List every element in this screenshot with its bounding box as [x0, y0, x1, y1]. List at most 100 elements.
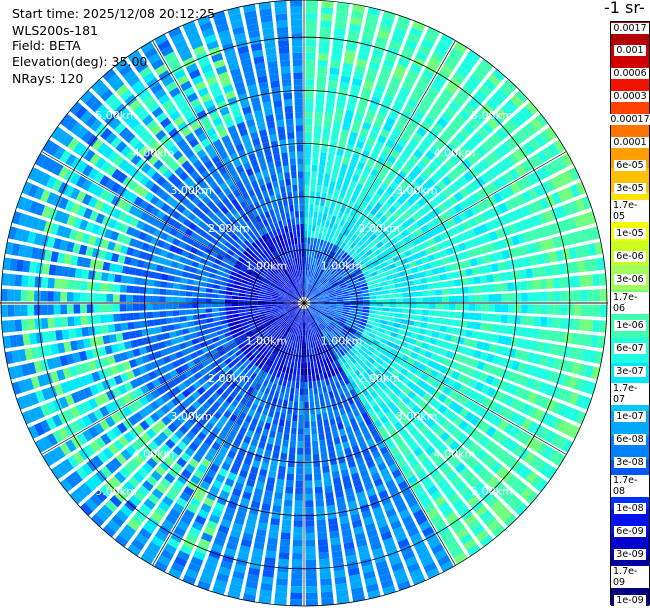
gate-cell	[503, 382, 513, 393]
gate-cell	[369, 198, 377, 207]
gate-cell	[287, 360, 292, 368]
gate-cell	[253, 317, 261, 322]
gate-cell	[247, 513, 258, 522]
gate-cell	[370, 225, 379, 233]
gate-cell	[304, 329, 306, 336]
gate-cell	[414, 285, 422, 291]
gate-cell	[501, 293, 509, 302]
gate-cell	[337, 502, 347, 511]
gate-cell	[503, 213, 513, 224]
ray	[227, 308, 303, 599]
gate-cell	[317, 301, 324, 303]
gate-cell	[113, 284, 121, 293]
gate-cell	[346, 383, 353, 391]
ray	[114, 307, 301, 548]
gate-cell	[76, 432, 88, 446]
gate-cell	[308, 307, 313, 314]
gate-cell	[284, 331, 289, 339]
gate-cell	[324, 282, 331, 288]
gate-cell	[125, 445, 137, 457]
gate-cell	[232, 346, 240, 353]
gate-cell	[197, 509, 209, 520]
gate-cell	[375, 311, 383, 315]
gate-cell	[419, 171, 429, 182]
gate-cell	[282, 365, 287, 373]
gate-cell	[476, 256, 485, 265]
gate-cell	[393, 387, 402, 396]
gate-cell	[356, 294, 363, 298]
gate-cell	[326, 326, 332, 333]
gate-cell	[104, 345, 113, 355]
gate-cell	[396, 298, 403, 303]
gate-cell	[323, 304, 331, 306]
gate-cell	[68, 328, 77, 339]
gate-cell	[81, 362, 91, 373]
gate-cell	[515, 482, 529, 496]
gate-cell	[327, 341, 333, 349]
gate-cell	[561, 153, 574, 167]
gate-cell	[475, 304, 482, 312]
gate-cell	[397, 215, 406, 224]
gate-cell	[521, 403, 533, 416]
ray	[305, 10, 396, 298]
gate-cell	[109, 263, 117, 272]
gate-cell	[310, 299, 317, 302]
gate-cell	[57, 342, 66, 354]
gate-cell	[347, 317, 355, 322]
gate-cell	[380, 430, 390, 440]
gate-cell	[344, 109, 354, 119]
gate-cell	[354, 362, 361, 370]
gate-cell	[316, 238, 321, 246]
gate-cell	[346, 103, 356, 112]
gate-cell	[307, 368, 312, 376]
gate-cell	[138, 408, 149, 419]
gate-cell	[363, 195, 372, 204]
gate-cell	[331, 127, 340, 136]
gate-cell	[259, 328, 267, 334]
gate-cell	[166, 389, 176, 399]
gate-cell	[239, 426, 247, 436]
gate-cell	[262, 407, 269, 416]
gate-cell	[468, 136, 480, 148]
gate-cell	[345, 352, 353, 360]
gate-cell	[155, 465, 167, 477]
gate-cell	[307, 307, 308, 309]
ray	[307, 49, 481, 299]
ray	[309, 305, 581, 439]
gate-cell	[450, 137, 462, 149]
gate-cell	[381, 237, 389, 245]
gate-cell	[354, 369, 362, 378]
gate-cell	[161, 325, 169, 333]
gate-cell	[287, 339, 292, 347]
gate-cell	[305, 585, 318, 593]
gate-cell	[413, 109, 425, 120]
gate-cell	[435, 310, 443, 317]
gate-cell	[337, 95, 347, 104]
gate-cell	[542, 225, 552, 237]
gate-cell	[198, 354, 207, 362]
gate-cell	[514, 164, 526, 177]
gate-cell	[224, 477, 235, 488]
gate-cell	[198, 416, 208, 426]
gate-cell	[533, 199, 544, 212]
gate-cell	[73, 280, 82, 290]
gate-cell	[526, 280, 535, 290]
gate-cell	[362, 293, 370, 297]
gate-cell	[533, 279, 541, 290]
gate-cell	[342, 156, 350, 165]
gate-cell	[460, 508, 473, 521]
gate-cell	[325, 350, 331, 358]
gate-cell	[168, 450, 179, 461]
gate-cell	[304, 144, 312, 152]
gate-cell	[448, 236, 458, 246]
gate-cell	[149, 400, 160, 411]
gate-cell	[168, 567, 182, 580]
gate-cell	[427, 283, 435, 290]
gate-cell	[317, 59, 328, 68]
gate-cell	[310, 304, 317, 307]
ray	[308, 101, 539, 300]
gate-cell	[206, 469, 217, 479]
gate-cell	[539, 130, 552, 144]
gate-cell	[564, 332, 573, 344]
gate-cell	[292, 305, 299, 309]
